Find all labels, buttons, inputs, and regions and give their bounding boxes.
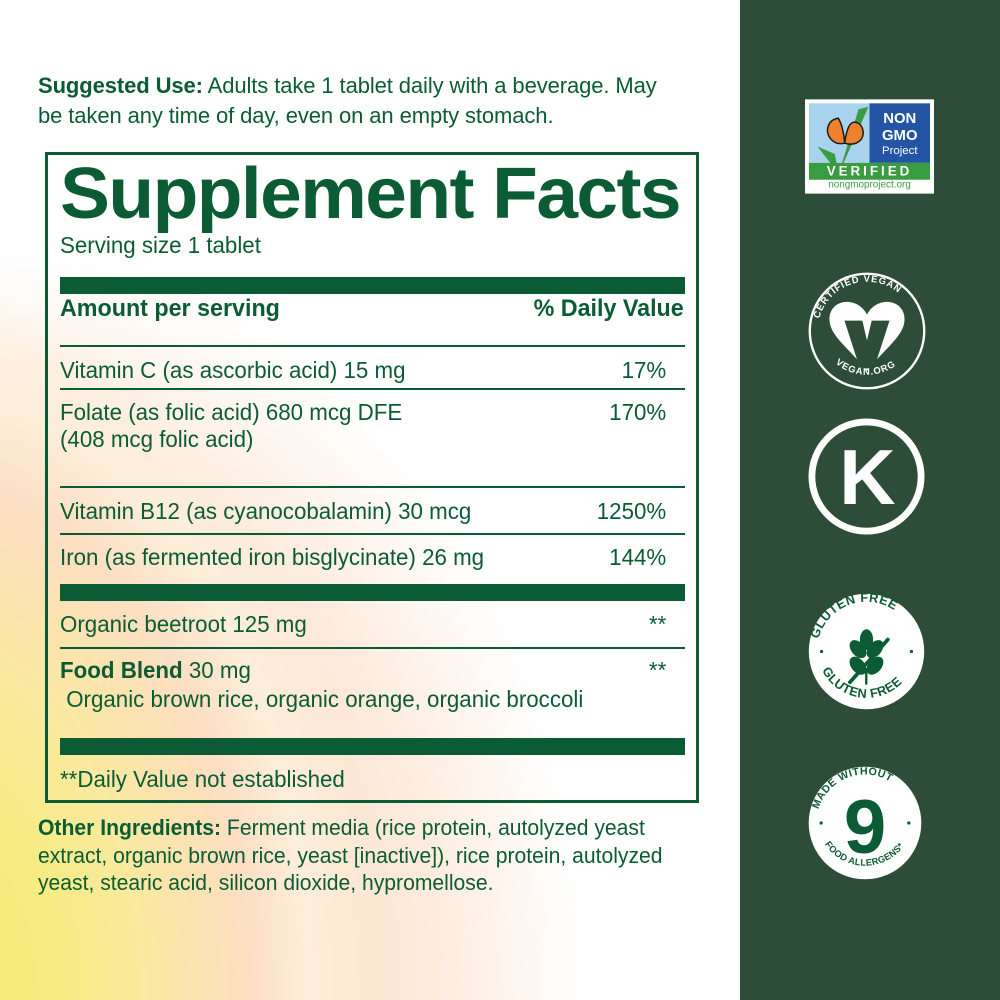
svg-text:nongmoproject.org: nongmoproject.org	[828, 180, 911, 191]
svg-text:K: K	[839, 433, 895, 521]
svg-text:NON: NON	[883, 111, 916, 127]
svg-text:VERIFIED: VERIFIED	[827, 163, 913, 178]
svg-text:GMO: GMO	[882, 128, 918, 144]
svg-text:Project: Project	[882, 145, 918, 157]
